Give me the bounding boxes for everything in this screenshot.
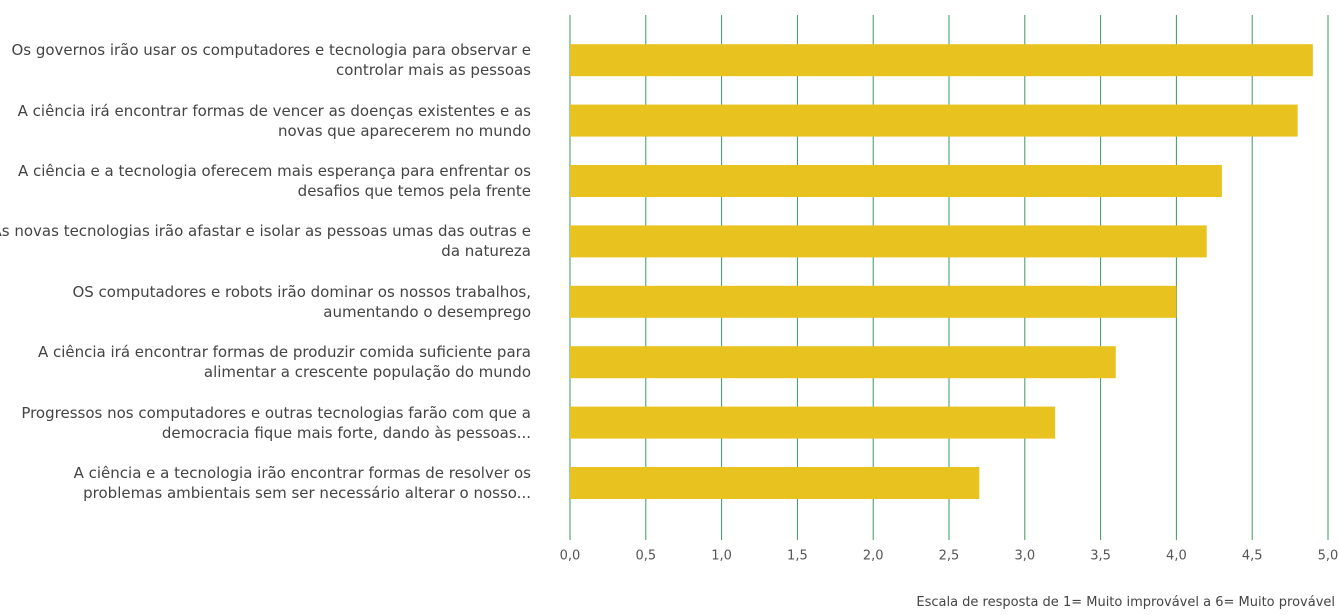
x-tick-label: 0,0 bbox=[560, 549, 581, 564]
x-tick-label: 1,0 bbox=[711, 549, 732, 564]
axis-note: Escala de resposta de 1= Muito improváve… bbox=[916, 595, 1335, 610]
bar bbox=[570, 165, 1222, 197]
y-tick-label: Os governos irão usar os computadores e … bbox=[11, 41, 531, 80]
x-tick-label: 4,0 bbox=[1166, 549, 1187, 564]
x-tick-label: 2,5 bbox=[939, 549, 960, 564]
bar bbox=[570, 346, 1116, 379]
bar bbox=[570, 104, 1298, 137]
y-tick-label: As novas tecnologias irão afastar e isol… bbox=[0, 222, 531, 261]
bar bbox=[570, 44, 1313, 77]
bar bbox=[570, 225, 1207, 258]
x-tick-label: 5,0 bbox=[1318, 549, 1339, 564]
x-tick-label: 1,5 bbox=[787, 549, 808, 564]
x-tick-label: 4,5 bbox=[1242, 549, 1263, 564]
bar bbox=[570, 467, 980, 499]
x-tick-label: 0,5 bbox=[635, 549, 656, 564]
y-tick-label: OS computadores e robots irão dominar os… bbox=[72, 282, 531, 321]
y-tick-label: A ciência irá encontrar formas de vencer… bbox=[17, 101, 531, 140]
x-tick-label: 3,0 bbox=[1014, 549, 1035, 564]
bar bbox=[570, 406, 1056, 439]
y-tick-label: Progressos nos computadores e outras tec… bbox=[21, 403, 531, 442]
y-tick-label: A ciência e a tecnologia irão encontrar … bbox=[73, 464, 531, 502]
x-tick-label: 2,0 bbox=[863, 549, 884, 564]
bar bbox=[570, 285, 1177, 318]
y-tick-label: A ciência e a tecnologia oferecem mais e… bbox=[17, 162, 531, 200]
y-tick-label: A ciência irá encontrar formas de produz… bbox=[37, 343, 531, 382]
x-tick-label: 3,5 bbox=[1090, 549, 1111, 564]
